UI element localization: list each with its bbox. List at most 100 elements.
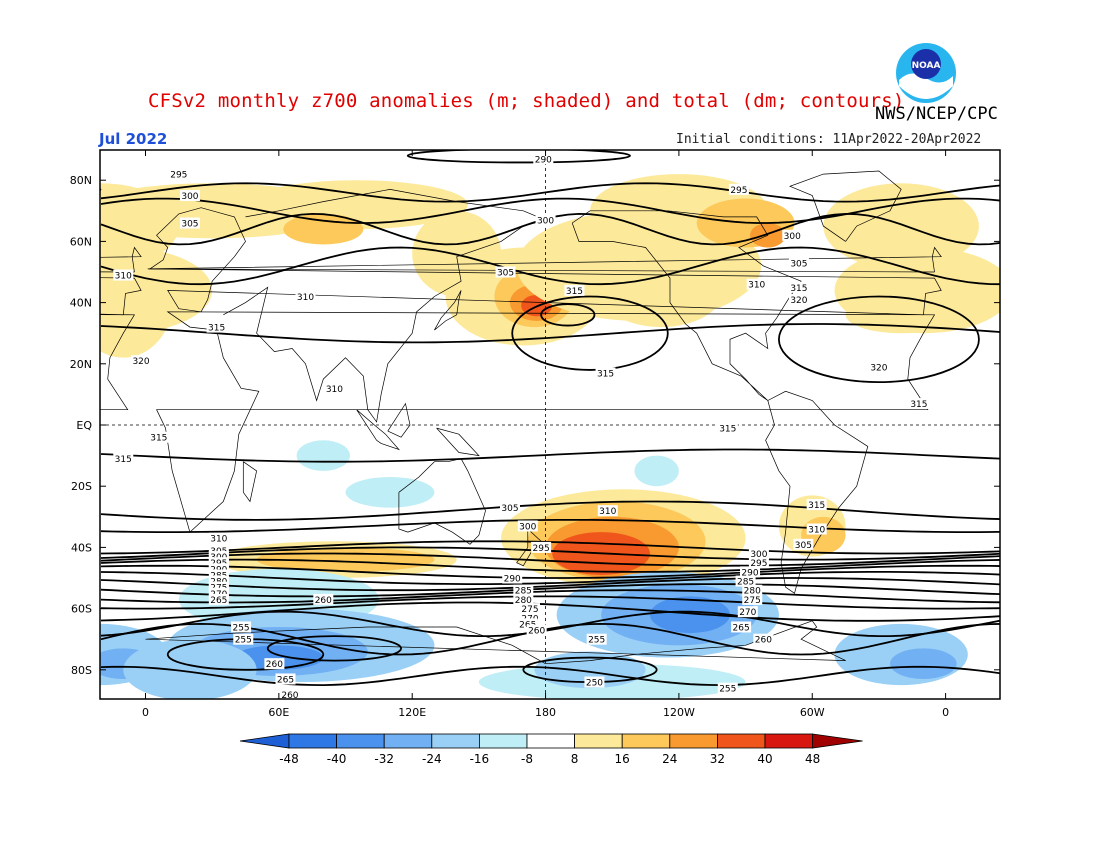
- contour-label: 310: [326, 385, 343, 395]
- contour-label: 270: [521, 614, 538, 624]
- contour-label: 300: [210, 553, 227, 563]
- contour-label-bg: [208, 587, 229, 599]
- anomaly-patch: [601, 584, 757, 646]
- contour-label-bg: [519, 603, 540, 615]
- anomaly-patch: [212, 541, 457, 578]
- contour-label: 305: [501, 504, 518, 514]
- contour-label: 310: [210, 535, 227, 545]
- closed-contour: [406, 150, 631, 164]
- contour-line: [100, 571, 1000, 585]
- coastline: [100, 188, 102, 193]
- contour-label-bg: [179, 217, 200, 229]
- contour-line: [100, 323, 1000, 344]
- lat-label: 40N: [70, 297, 92, 310]
- colorbar: -48 -40 -32 -24 -16 -8 8 16 24 32 40 48: [239, 733, 863, 766]
- contour-line: [100, 558, 1000, 573]
- contour-label-bg: [148, 431, 169, 443]
- anomaly-patch: [890, 648, 957, 679]
- contour-label: 290: [210, 565, 227, 575]
- coastline: [0, 211, 1, 401]
- colorbar-label: -24: [422, 752, 442, 766]
- colorbar-label: -40: [327, 752, 347, 766]
- anomaly-patch: [598, 253, 724, 328]
- contour-label-bg: [748, 548, 769, 560]
- lon-label: 120W: [663, 706, 695, 719]
- anomaly-patch: [100, 247, 213, 334]
- contour-label-bg: [208, 563, 229, 575]
- anomaly-patch: [478, 663, 746, 699]
- anomaly-patch: [590, 174, 768, 248]
- contour-label: 320: [870, 363, 887, 373]
- contour-label-bg: [208, 544, 229, 556]
- anomaly-patch: [296, 440, 350, 471]
- contour-label: 265: [210, 596, 227, 606]
- contour-label: 290: [741, 568, 758, 578]
- contour-label: 280: [210, 578, 227, 588]
- contour-label: 255: [235, 636, 252, 646]
- contour-line: [100, 564, 1000, 579]
- contour-label-bg: [782, 229, 803, 241]
- colorbar-segment: [764, 733, 813, 749]
- contour-label: 285: [210, 571, 227, 581]
- lon-label: 180: [535, 706, 556, 719]
- contour-label: 280: [515, 596, 532, 606]
- contour-label-bg: [513, 584, 534, 596]
- anomaly-patch: [750, 223, 786, 248]
- closed-contour: [778, 295, 980, 384]
- anomaly-patch: [650, 596, 731, 634]
- colorbar-label: 8: [571, 752, 579, 766]
- contour-label-bg: [517, 520, 538, 532]
- anomaly-patch: [100, 183, 179, 269]
- coastline: [148, 207, 942, 316]
- contour-label-bg: [793, 538, 814, 550]
- contour-label-bg: [495, 266, 516, 278]
- contour-label: 315: [208, 324, 225, 334]
- anomaly-patch: [100, 183, 346, 239]
- coastline: [434, 290, 462, 331]
- contour-label-bg: [728, 183, 749, 195]
- contour-line: [100, 540, 1000, 555]
- coastline: [156, 311, 936, 533]
- colorbar-segment: [336, 733, 385, 749]
- contour-label-bg: [519, 612, 540, 624]
- contour-label: 255: [588, 636, 605, 646]
- anomaly-patch: [527, 501, 706, 582]
- contour-label-bg: [595, 367, 616, 379]
- coastline: [0, 391, 68, 593]
- anomaly-patch: [634, 455, 679, 487]
- contour-line: [100, 589, 1000, 604]
- coastline: [100, 277, 142, 316]
- contour-label: 260: [315, 596, 332, 606]
- anomaly-patch: [552, 532, 651, 575]
- contour-label-bg: [717, 422, 738, 434]
- anomaly-patch: [696, 198, 795, 248]
- contour-label-bg: [742, 593, 763, 605]
- contour-label: 270: [210, 590, 227, 600]
- contour-label: 310: [599, 507, 616, 517]
- contour-label: 305: [181, 220, 198, 230]
- contour-label: 295: [170, 171, 187, 181]
- lon-label: 0: [142, 706, 149, 719]
- coastline: [356, 409, 401, 451]
- colorbar-label: -32: [374, 752, 394, 766]
- closed-contour: [266, 635, 402, 662]
- anomaly-patch: [556, 571, 779, 658]
- map-title: CFSv2 monthly z700 anomalies (m; shaded)…: [148, 90, 905, 112]
- contour-label: 260: [281, 691, 298, 701]
- lat-label: 20N: [70, 358, 92, 371]
- colorbar-arrow-right: [812, 733, 863, 749]
- height-contours: [100, 150, 1000, 687]
- closed-contour: [540, 303, 596, 327]
- anomaly-patch: [123, 639, 257, 699]
- lon-label: 60W: [800, 706, 825, 719]
- contour-label-bg: [526, 624, 547, 636]
- coastline: [223, 189, 547, 423]
- anomaly-patch: [189, 626, 368, 676]
- anomaly-patch: [516, 210, 762, 321]
- logo-text: NOAA: [912, 61, 941, 71]
- contour-label: 285: [515, 587, 532, 597]
- lon-label: 120E: [398, 706, 426, 719]
- contour-label-bg: [231, 621, 252, 633]
- contour-label-bg: [788, 281, 809, 293]
- contour-label: 315: [910, 400, 927, 410]
